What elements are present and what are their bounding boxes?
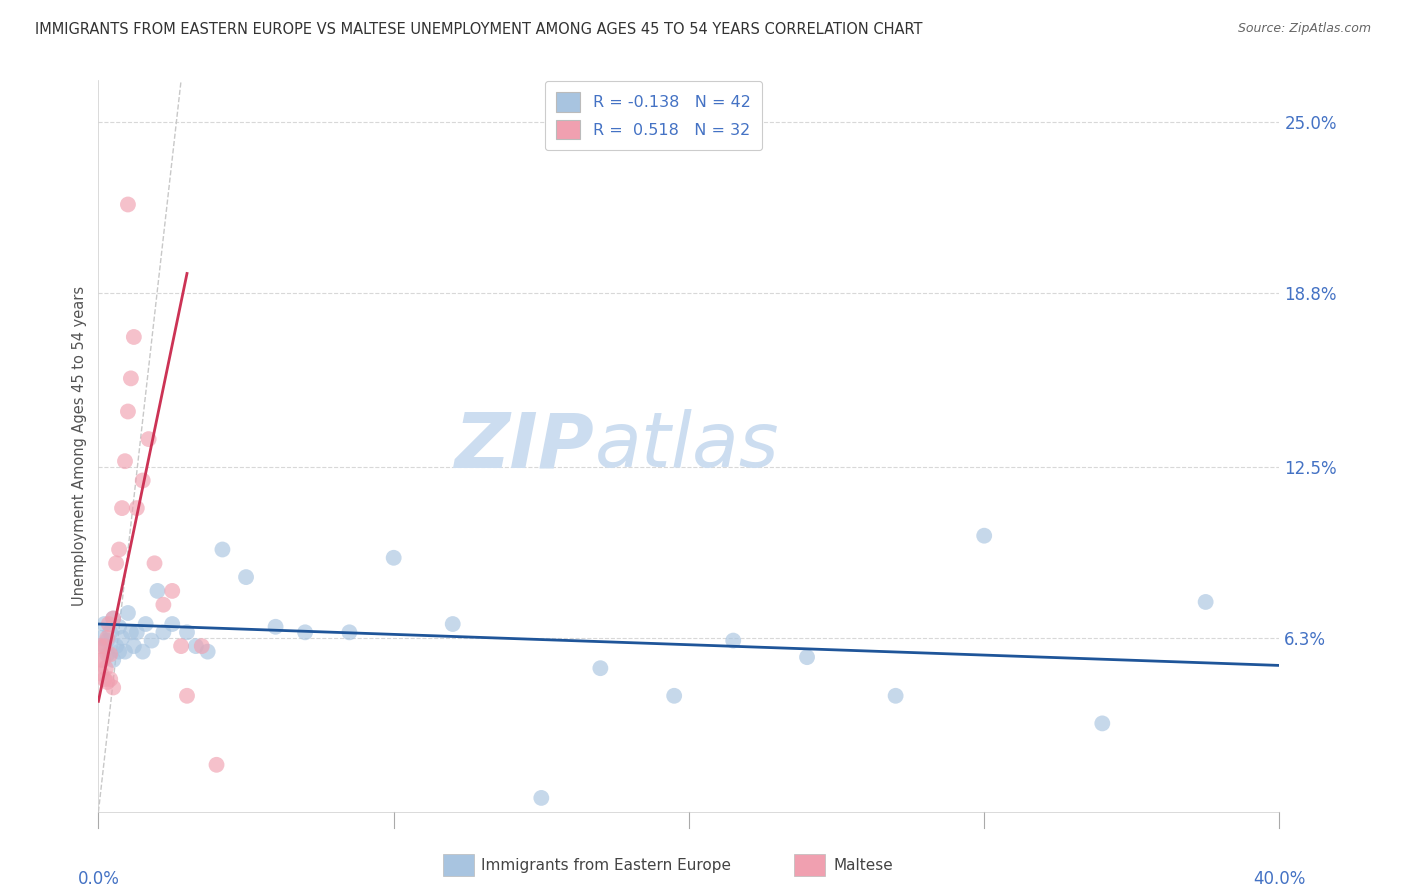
Point <box>170 639 193 653</box>
Point <box>89 639 111 653</box>
Point <box>90 631 112 645</box>
Point <box>132 474 155 488</box>
Text: 0.0%: 0.0% <box>77 870 120 888</box>
Point <box>211 542 233 557</box>
Point <box>723 633 745 648</box>
Point <box>93 639 115 653</box>
Point <box>103 611 125 625</box>
Point <box>664 689 686 703</box>
Point <box>108 620 131 634</box>
Point <box>152 625 174 640</box>
Text: Immigrants from Eastern Europe: Immigrants from Eastern Europe <box>481 858 731 872</box>
Point <box>111 631 134 645</box>
Point <box>162 617 183 632</box>
Point <box>117 404 139 418</box>
Point <box>114 454 136 468</box>
Point <box>98 648 121 662</box>
Text: ZIP: ZIP <box>454 409 595 483</box>
Y-axis label: Unemployment Among Ages 45 to 54 years: Unemployment Among Ages 45 to 54 years <box>72 286 87 606</box>
Point <box>884 689 907 703</box>
Point <box>108 542 131 557</box>
Point <box>138 432 160 446</box>
Point <box>114 645 136 659</box>
Point <box>105 557 128 571</box>
Point <box>191 639 214 653</box>
Point <box>152 598 174 612</box>
Point <box>96 633 118 648</box>
Point <box>339 625 361 640</box>
Point <box>122 639 145 653</box>
Point <box>90 653 112 667</box>
Point <box>93 639 115 653</box>
Point <box>235 570 257 584</box>
Point <box>176 689 198 703</box>
Point <box>441 617 464 632</box>
Point <box>382 550 405 565</box>
Point <box>94 661 117 675</box>
Point <box>111 501 134 516</box>
Point <box>117 606 139 620</box>
Point <box>96 631 118 645</box>
Point <box>93 672 115 686</box>
Point <box>162 583 183 598</box>
Point <box>120 371 142 385</box>
Point <box>117 197 139 211</box>
Text: Maltese: Maltese <box>834 858 893 872</box>
Point <box>98 625 121 640</box>
Point <box>108 645 131 659</box>
Text: atlas: atlas <box>595 409 779 483</box>
Point <box>197 645 219 659</box>
Point <box>294 625 316 640</box>
Point <box>98 672 121 686</box>
Legend: R = -0.138   N = 42, R =  0.518   N = 32: R = -0.138 N = 42, R = 0.518 N = 32 <box>546 81 762 150</box>
Point <box>176 625 198 640</box>
Point <box>125 501 148 516</box>
Point <box>103 611 125 625</box>
Point <box>122 330 145 344</box>
Text: 40.0%: 40.0% <box>1253 870 1306 888</box>
Point <box>96 675 118 690</box>
Point <box>90 666 112 681</box>
Point <box>93 617 115 632</box>
Point <box>96 648 118 662</box>
Point <box>589 661 612 675</box>
Text: IMMIGRANTS FROM EASTERN EUROPE VS MALTESE UNEMPLOYMENT AMONG AGES 45 TO 54 YEARS: IMMIGRANTS FROM EASTERN EUROPE VS MALTES… <box>35 22 922 37</box>
Point <box>120 625 142 640</box>
Point <box>146 583 169 598</box>
Point <box>796 650 818 665</box>
Point <box>530 791 553 805</box>
Point <box>1091 716 1114 731</box>
Point <box>132 645 155 659</box>
Point <box>105 639 128 653</box>
Point <box>103 681 125 695</box>
Point <box>125 625 148 640</box>
Point <box>91 653 114 667</box>
Point <box>97 617 120 632</box>
Point <box>103 653 125 667</box>
Point <box>973 529 995 543</box>
Point <box>264 620 287 634</box>
Point <box>1195 595 1218 609</box>
Text: Source: ZipAtlas.com: Source: ZipAtlas.com <box>1237 22 1371 36</box>
Point <box>141 633 163 648</box>
Point <box>135 617 157 632</box>
Point <box>143 557 166 571</box>
Point <box>184 639 207 653</box>
Point <box>205 757 228 772</box>
